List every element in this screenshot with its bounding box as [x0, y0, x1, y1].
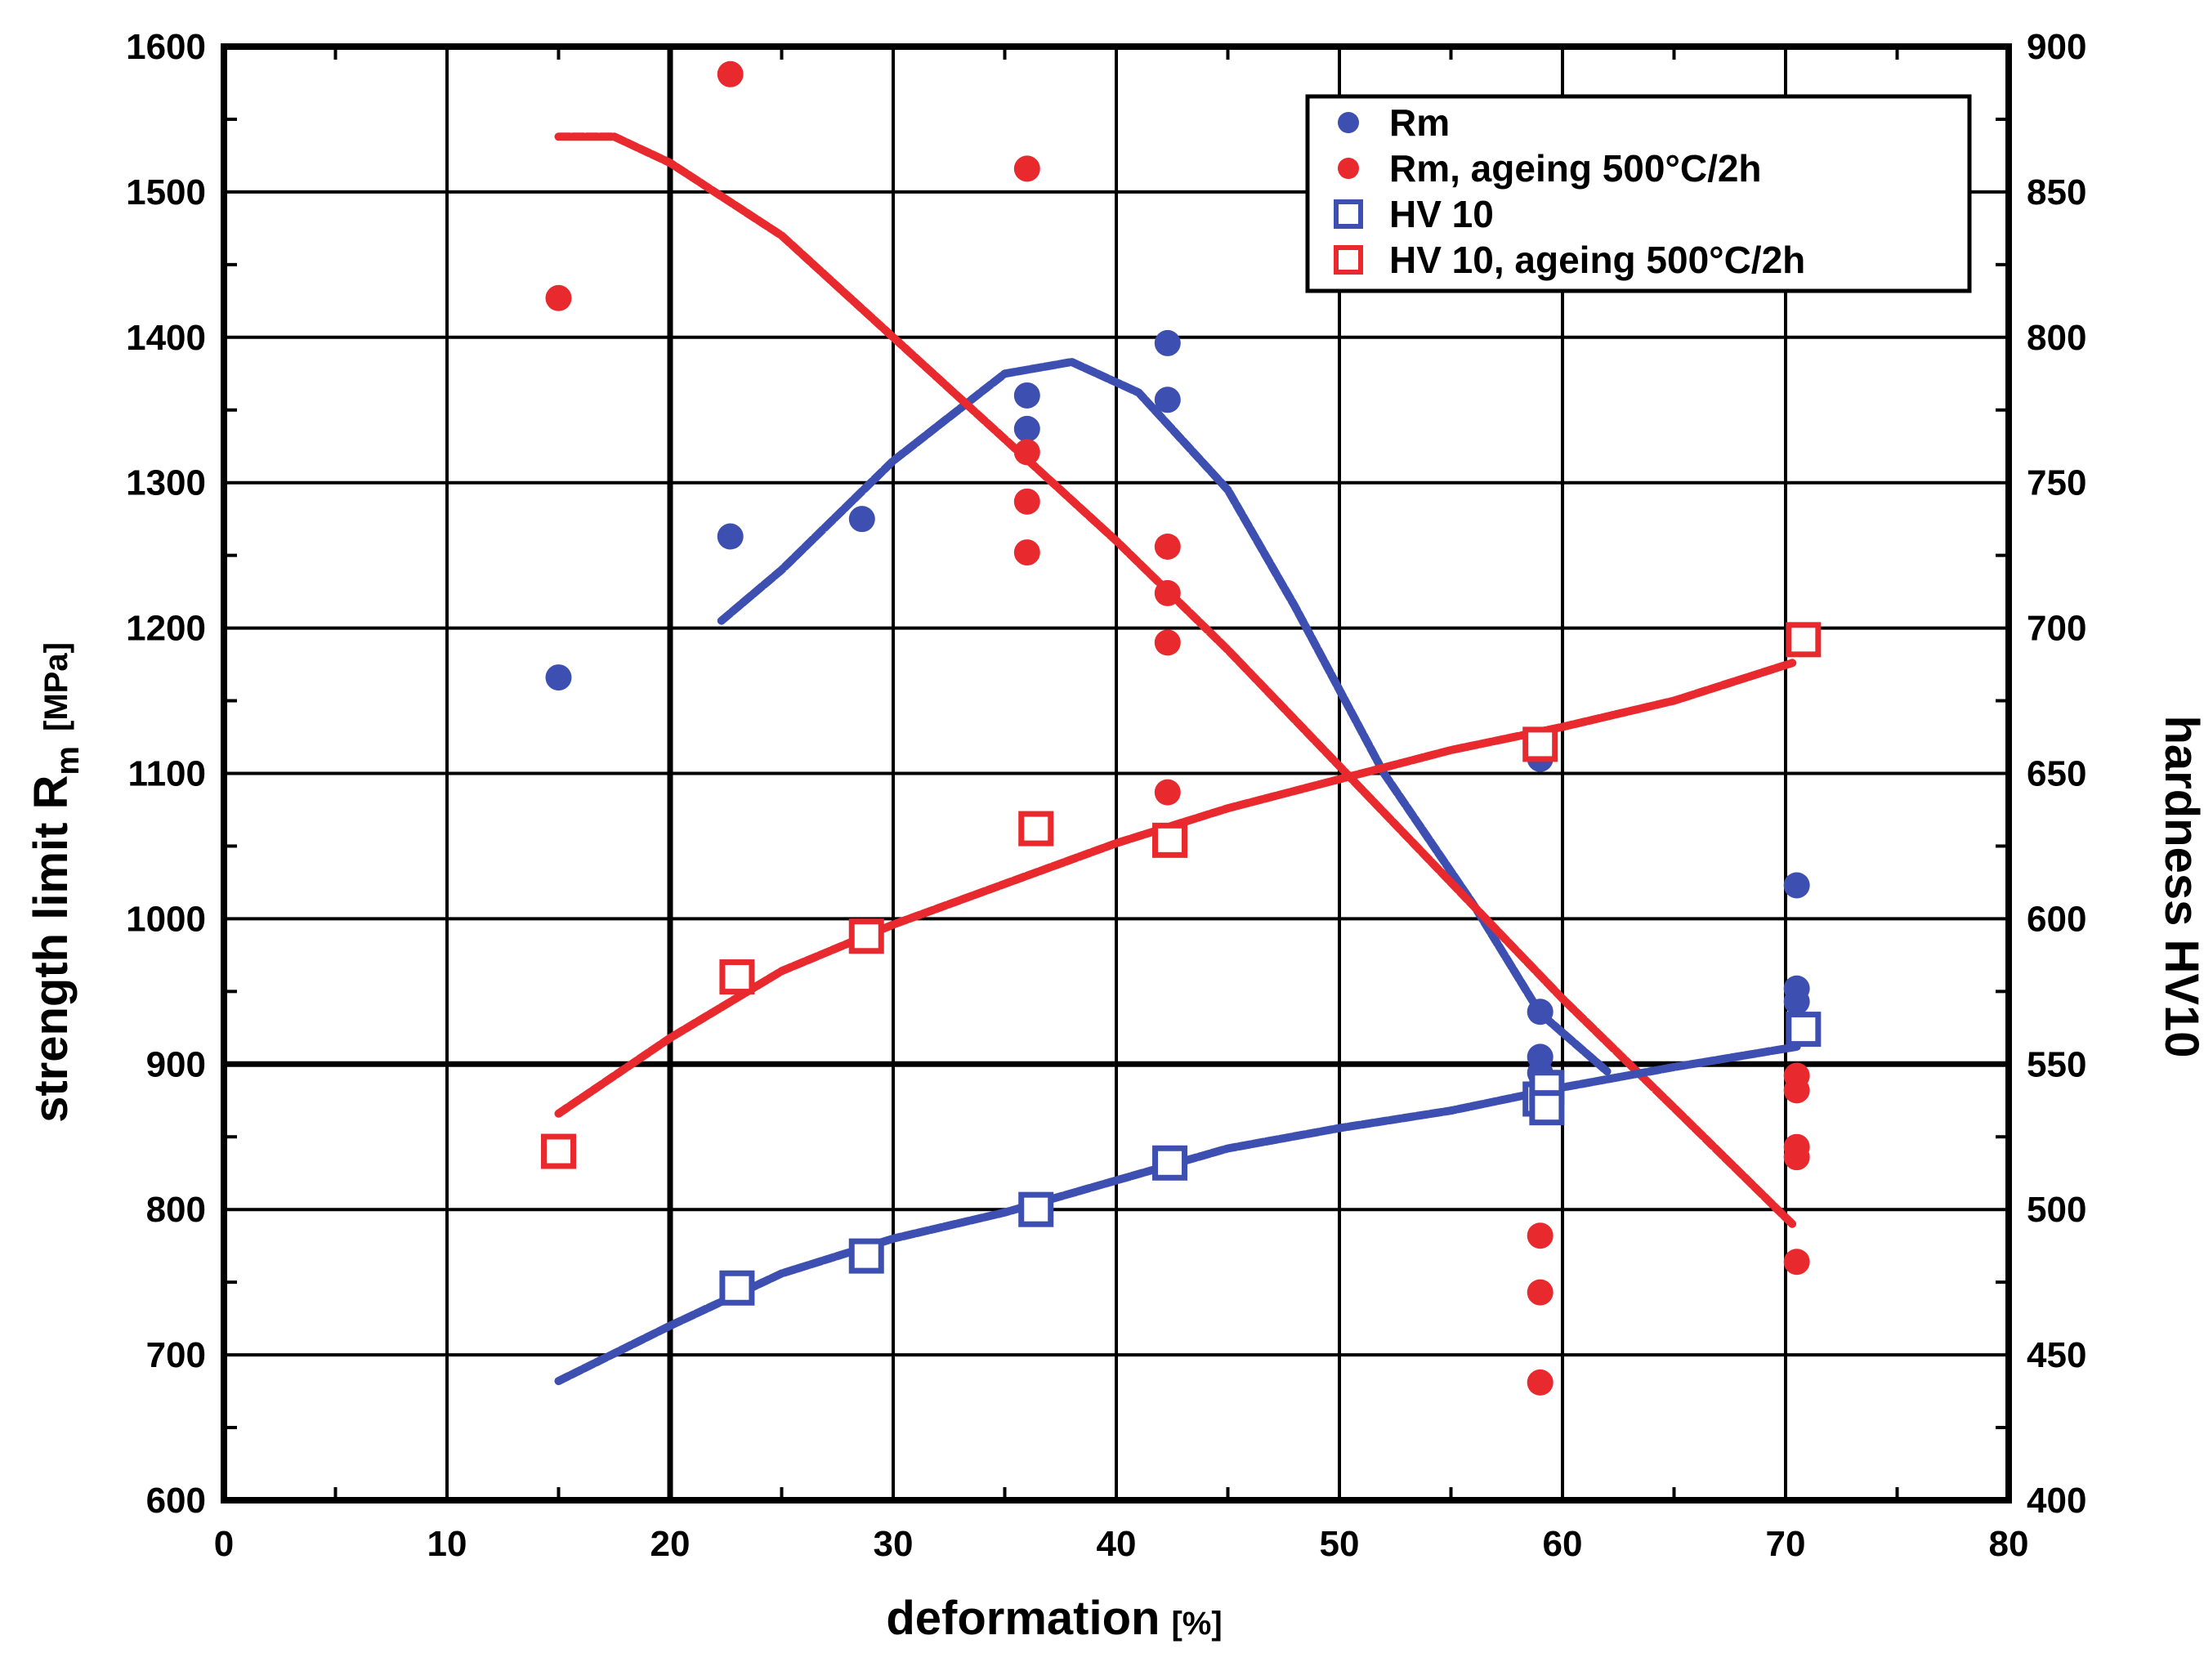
- y-tick-label: 900: [146, 1044, 206, 1084]
- data-point-circle: [848, 506, 875, 533]
- data-point-circle: [1013, 488, 1040, 515]
- data-point-circle: [1527, 1222, 1554, 1249]
- data-point-circle: [1154, 329, 1181, 356]
- x-tick-label: 0: [214, 1524, 234, 1564]
- data-point-circle: [717, 60, 744, 87]
- x-tick-label: 30: [874, 1524, 914, 1564]
- data-point-square: [1018, 811, 1054, 847]
- data-point-circle: [1527, 1369, 1554, 1396]
- data-point-circle: [1013, 155, 1040, 182]
- x-tick-label: 20: [650, 1524, 691, 1564]
- y-tick-label: 1000: [126, 899, 206, 939]
- data-point-circle: [1783, 1144, 1810, 1171]
- data-point-square: [719, 1270, 755, 1306]
- data-point-square: [848, 918, 884, 954]
- y2-tick-label: 400: [2027, 1481, 2086, 1521]
- data-point-circle: [1154, 579, 1181, 606]
- legend-marker-square: [1334, 199, 1363, 229]
- legend-marker-circle: [1338, 158, 1359, 179]
- x-tick-label: 80: [1989, 1524, 2029, 1564]
- y2-tick-label: 900: [2027, 27, 2086, 67]
- legend-label: HV 10, ageing 500°C/2h: [1389, 239, 1805, 281]
- data-point-circle: [1783, 1249, 1810, 1276]
- data-point-circle: [1013, 539, 1040, 566]
- data-point-circle: [545, 284, 572, 311]
- data-point-square: [1152, 822, 1188, 858]
- y2-tick-label: 600: [2027, 899, 2086, 939]
- data-point-square: [1152, 1145, 1188, 1181]
- data-points: [541, 60, 1822, 1396]
- legend-box: [1305, 94, 1972, 293]
- x-tick-label: 70: [1766, 1524, 1806, 1564]
- y-tick-label: 600: [146, 1481, 206, 1521]
- data-point-square: [1018, 1191, 1054, 1227]
- y-tick-label: 1300: [126, 463, 206, 503]
- x-tick-label: 60: [1543, 1524, 1583, 1564]
- data-point-square: [1529, 1090, 1565, 1126]
- data-point-circle: [1013, 415, 1040, 442]
- y2-tick-label: 650: [2027, 754, 2086, 794]
- y2-tick-label: 700: [2027, 609, 2086, 649]
- trend-lines: [554, 132, 1801, 1386]
- trend-line: [554, 132, 1797, 1228]
- y-axis-title: strength limit Rm[MPa]: [25, 642, 86, 1123]
- y-tick-label: 1600: [126, 27, 206, 67]
- x-tick-label: 50: [1320, 1524, 1360, 1564]
- data-point-circle: [1154, 533, 1181, 560]
- x-axis-title: deformation [%]: [886, 1592, 1222, 1645]
- data-point-circle: [1783, 872, 1810, 899]
- data-point-circle: [1527, 1279, 1554, 1306]
- legend-marker-circle: [1338, 112, 1359, 133]
- x-tick-label: 40: [1097, 1524, 1137, 1564]
- data-point-circle: [717, 523, 744, 550]
- y-tick-label: 1100: [128, 754, 206, 794]
- legend-label: HV 10: [1389, 193, 1494, 235]
- legend-label: Rm, ageing 500°C/2h: [1389, 147, 1762, 190]
- trend-line: [554, 1043, 1801, 1386]
- data-point-square: [1786, 622, 1822, 658]
- y2-tick-label: 800: [2027, 318, 2086, 358]
- data-point-circle: [1783, 988, 1810, 1015]
- legend-marker-square: [1334, 245, 1363, 275]
- data-point-square: [1522, 726, 1558, 762]
- y-tick-label: 1200: [126, 609, 206, 649]
- data-point-circle: [1154, 386, 1181, 413]
- y2-tick-label: 450: [2027, 1335, 2086, 1375]
- y2-tick-label: 550: [2027, 1044, 2086, 1084]
- data-point-circle: [545, 664, 572, 691]
- tick-labels: 0 10 20 30 40 50 60 70 80 600 700 800 900 1000 1100 120…: [126, 27, 2086, 1564]
- data-point-square: [541, 1133, 576, 1169]
- data-point-square: [848, 1238, 884, 1274]
- y-tick-label: 1400: [126, 318, 206, 358]
- y2-tick-label: 750: [2027, 463, 2086, 503]
- data-point-circle: [1783, 1077, 1810, 1104]
- y2-axis-title: hardness HV10: [2155, 715, 2204, 1057]
- data-point-square: [1786, 1012, 1822, 1048]
- x-tick-label: 10: [427, 1524, 467, 1564]
- plot-border: [221, 43, 2012, 1504]
- data-point-circle: [1013, 382, 1040, 409]
- legend-label: Rm: [1389, 101, 1450, 144]
- data-point-square: [719, 959, 755, 995]
- data-point-circle: [1154, 629, 1181, 656]
- y-tick-label: 800: [146, 1190, 206, 1230]
- plot-frame: [221, 43, 2012, 1504]
- y-tick-label: 700: [146, 1335, 206, 1375]
- y-tick-label: 1500: [126, 172, 206, 212]
- data-point-circle: [1013, 439, 1040, 466]
- data-point-circle: [1154, 779, 1181, 806]
- data-point-circle: [1527, 999, 1554, 1025]
- trend-line: [717, 358, 1612, 1076]
- y2-tick-label: 850: [2027, 172, 2086, 212]
- y2-tick-label: 500: [2027, 1190, 2086, 1230]
